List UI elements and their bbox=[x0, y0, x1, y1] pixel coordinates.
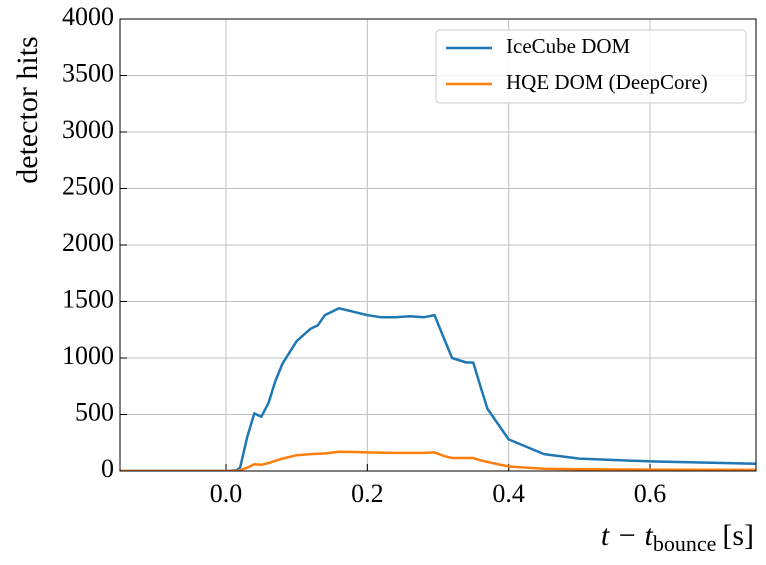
x-tick-label: 0.4 bbox=[492, 479, 525, 508]
y-tick-label: 1500 bbox=[62, 284, 114, 313]
x-tick-label: 0.0 bbox=[210, 479, 243, 508]
x-axis-label: t − tbounce [s] bbox=[601, 519, 754, 556]
legend-label: IceCube DOM bbox=[506, 34, 631, 58]
x-tick-label: 0.6 bbox=[634, 479, 667, 508]
y-tick-label: 2500 bbox=[62, 171, 114, 200]
y-tick-label: 2000 bbox=[62, 228, 114, 257]
y-tick-label: 0 bbox=[101, 454, 114, 483]
x-label-sub: bounce bbox=[653, 531, 717, 556]
y-tick-label: 1000 bbox=[62, 341, 114, 370]
x-label-main: t − t bbox=[601, 519, 654, 552]
x-label-unit: [s] bbox=[722, 519, 754, 552]
legend-label: HQE DOM (DeepCore) bbox=[506, 70, 708, 94]
plot-frame bbox=[119, 18, 757, 472]
series-line bbox=[120, 450, 756, 471]
x-tick-label: 0.2 bbox=[351, 479, 384, 508]
y-tick-label: 4000 bbox=[62, 2, 114, 31]
y-tick-label: 500 bbox=[75, 397, 114, 426]
y-tick-label: 3000 bbox=[62, 115, 114, 144]
y-axis-label: detector hits bbox=[11, 36, 44, 183]
y-tick-label: 3500 bbox=[62, 58, 114, 87]
legend-box bbox=[435, 29, 747, 104]
series-line bbox=[120, 307, 756, 471]
